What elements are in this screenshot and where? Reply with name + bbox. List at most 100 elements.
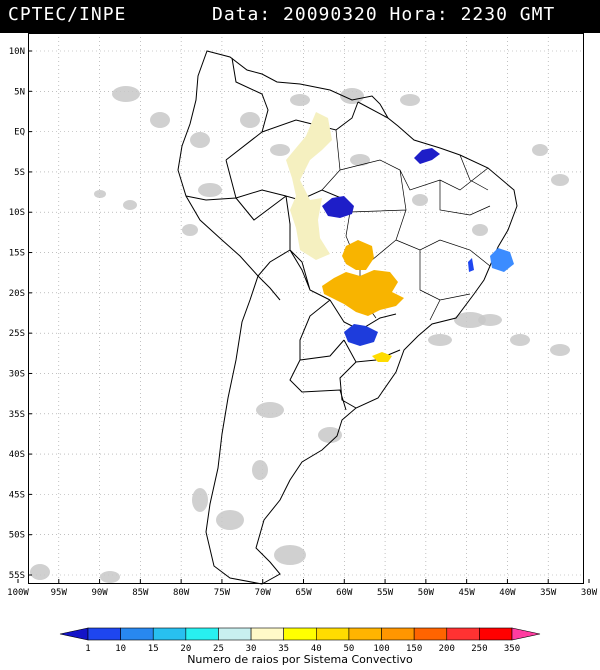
lon-label: 40W [499,588,516,598]
lon-label: 55W [377,588,394,598]
cloud-patch [182,224,198,236]
lon-label: 90W [91,588,108,598]
cloud-patch [290,94,310,106]
latitude-axis: 10N 5N EQ 5S 10S 15S 20S 25S 30S 35S 40S 45S 50S 55S [9,47,32,581]
country-borders [185,57,401,411]
colorbar-segment [152,627,187,641]
colorbar-segment [87,627,121,641]
datetime-label: Data: 20090320 Hora: 2230 GMT [212,4,556,25]
system-pale-yellow-amazon [286,112,332,260]
cloud-patch [112,86,140,102]
cloud-patch [192,488,208,512]
colorbar-tick-label: 15 [148,644,159,654]
lat-label: EQ [14,128,25,138]
lat-label: 5S [14,168,25,178]
lat-label: 5N [14,87,25,97]
cloud-cover [30,86,570,583]
lat-label: 40S [9,450,25,460]
lon-label: 70W [255,588,272,598]
colorbar-tick-label: 1 [85,644,90,654]
system-orange-goias [342,240,374,270]
cloud-patch [472,224,488,236]
colorbar-right-arrow [511,627,541,641]
lon-label: 65W [295,588,312,598]
cloud-patch [198,183,222,197]
colorbar-left-arrow [59,627,89,641]
colorbar-segment [120,627,154,641]
colorbar-segment [479,627,513,641]
colorbar-tick-label: 200 [439,644,455,654]
colorbar-tick-label: 50 [344,644,355,654]
lon-label: 35W [540,588,557,598]
colorbar-tick-label: 100 [373,644,389,654]
colorbar-tick-label: 150 [406,644,422,654]
system-blue-parana [344,324,378,346]
colorbar-tick-label: 20 [180,644,191,654]
colorbar-segment [381,627,415,641]
cloud-patch [400,94,420,106]
lat-label: 10S [9,208,25,218]
lon-label: 50W [418,588,435,598]
cloud-patch [252,460,268,480]
colorbar-segment [413,627,448,641]
south-america-coastline [177,50,518,585]
colorbar-segment [446,627,480,641]
colorbar-segment [348,627,382,641]
lon-label: 95W [51,588,68,598]
cloud-patch [270,144,290,156]
colorbar-tick-label: 350 [504,644,520,654]
lon-label: 85W [132,588,149,598]
system-blue-small-east [468,258,474,272]
legend-title: Numero de raios por Sistema Convectivo [187,653,413,666]
cloud-patch [550,344,570,356]
map-border [28,33,584,584]
cloud-patch [100,571,120,583]
cloud-patch [256,402,284,418]
lat-lon-grid [28,33,583,583]
longitude-axis: 100W 95W 90W 85W 80W 75W 70W 65W 60W 55W 50W 45W 40W… [7,579,598,598]
cloud-patch [216,510,244,530]
lat-label: 55S [9,571,25,581]
colorbar-tick-label: 30 [246,644,257,654]
system-blue-maranhao [414,148,440,164]
cloud-patch [412,194,428,206]
system-blue-mato-grosso [322,196,354,218]
colorbar-segment [250,627,284,641]
cloud-patch [318,427,342,443]
cloud-patch [274,545,306,565]
lat-label: 25S [9,329,25,339]
lon-label: 80W [173,588,190,598]
lat-label: 20S [9,289,25,299]
cloud-patch [94,190,106,198]
cloud-patch [240,112,260,128]
cloud-patch [30,564,50,580]
colorbar-tick-label: 250 [471,644,487,654]
colorbar-segment [185,627,219,641]
lat-label: 10N [9,47,25,57]
lightning-systems [286,112,514,362]
colorbar-tick-label: 10 [115,644,126,654]
source-label: CPTEC/INPE [8,4,127,25]
lon-label: 75W [214,588,231,598]
cloud-patch [350,154,370,166]
lat-label: 30S [9,369,25,379]
lon-label: 100W [7,588,29,598]
cloud-patch [150,112,170,128]
cloud-patch [532,144,548,156]
system-orange-ms [322,270,404,316]
color-scale-bar [59,627,541,641]
lat-label: 50S [9,531,25,541]
system-yellow-rs [372,352,392,362]
colorbar-tick-label: 40 [311,644,322,654]
system-blue-bahia [490,248,514,272]
cloud-patch [551,174,569,186]
cloud-patch [340,88,364,104]
cloud-patch [478,314,502,326]
colorbar-segment [316,627,350,641]
colorbar-tick-label: 35 [278,644,289,654]
lat-label: 35S [9,410,25,420]
colorbar-segment [218,627,252,641]
lat-label: 45S [9,490,25,500]
cloud-patch [510,334,530,346]
